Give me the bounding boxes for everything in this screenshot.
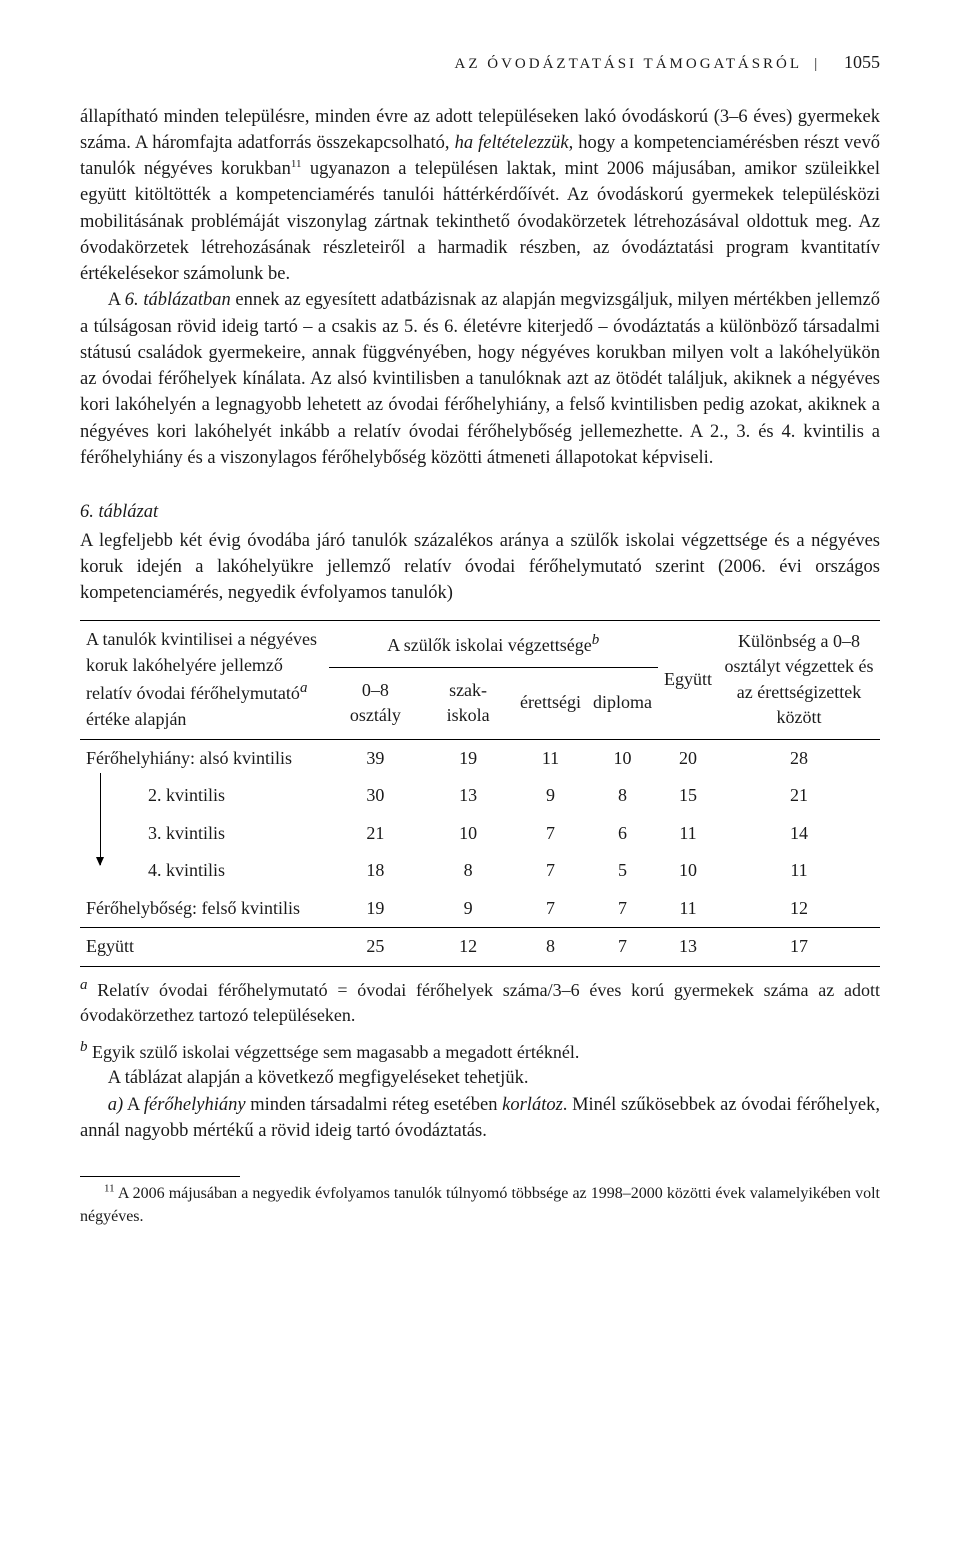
arrow-down-icon <box>80 777 100 890</box>
table-row: Együtt 25 12 8 7 13 17 <box>80 928 880 967</box>
page-footnote-11: 11 A 2006 májusában a negyedik évfolyamo… <box>80 1183 880 1228</box>
table-col-3: érettségi <box>514 667 587 739</box>
table-rowlabel-head: A tanulók kvintilisei a négyéves koruk l… <box>80 621 329 739</box>
body-paragraph-2: A 6. táblázatban ennek az egyesített ada… <box>80 287 880 471</box>
table-row: 4. kvintilis 18 8 7 5 10 11 <box>80 852 880 890</box>
table-title: A legfeljebb két évig óvodába járó tanul… <box>80 528 880 607</box>
header-separator: | <box>814 56 817 72</box>
table-row: 2. kvintilis 30 13 9 8 15 21 <box>80 777 880 815</box>
body-paragraph-4: a) A férőhelyhiány minden társadalmi rét… <box>80 1092 880 1145</box>
footnote-rule <box>80 1176 240 1177</box>
running-title: AZ ÓVODÁZTATÁSI TÁMOGATÁSRÓL <box>455 56 802 72</box>
table-footnote-b: b Egyik szülő iskolai végzettsége sem ma… <box>80 1037 880 1066</box>
table-6: A tanulók kvintilisei a négyéves koruk l… <box>80 620 880 966</box>
table-row: Férőhelyhiány: alsó kvintilis 39 19 11 1… <box>80 739 880 777</box>
table-col-together: Együtt <box>658 621 718 739</box>
table-row: Férőhelybőség: felső kvintilis 19 9 7 7 … <box>80 890 880 928</box>
footnote-ref-11: 11 <box>291 158 302 170</box>
document-page: AZ ÓVODÁZTATÁSI TÁMOGATÁSRÓL | 1055 álla… <box>0 0 960 1269</box>
body-paragraph-3: A táblázat alapján a következő megfigyel… <box>80 1065 880 1091</box>
table-col-1: 0–8 osztály <box>329 667 423 739</box>
table-footnote-a: a Relatív óvodai férőhelymutató = óvodai… <box>80 975 880 1029</box>
table-group-head: A szülők iskolai végzettségeb <box>329 621 658 667</box>
page-number: 1055 <box>844 52 880 72</box>
running-header: AZ ÓVODÁZTATÁSI TÁMOGATÁSRÓL | 1055 <box>80 50 880 76</box>
table-col-2: szak-iskola <box>422 667 514 739</box>
table-col-4: diploma <box>587 667 658 739</box>
table-caption: 6. táblázat <box>80 499 880 525</box>
body-paragraph-1: állapítható minden településre, minden é… <box>80 104 880 288</box>
table-col-diff: Különbség a 0–8 osztályt végzettek és az… <box>718 621 880 739</box>
table-row: 3. kvintilis 21 10 7 6 11 14 <box>80 815 880 853</box>
